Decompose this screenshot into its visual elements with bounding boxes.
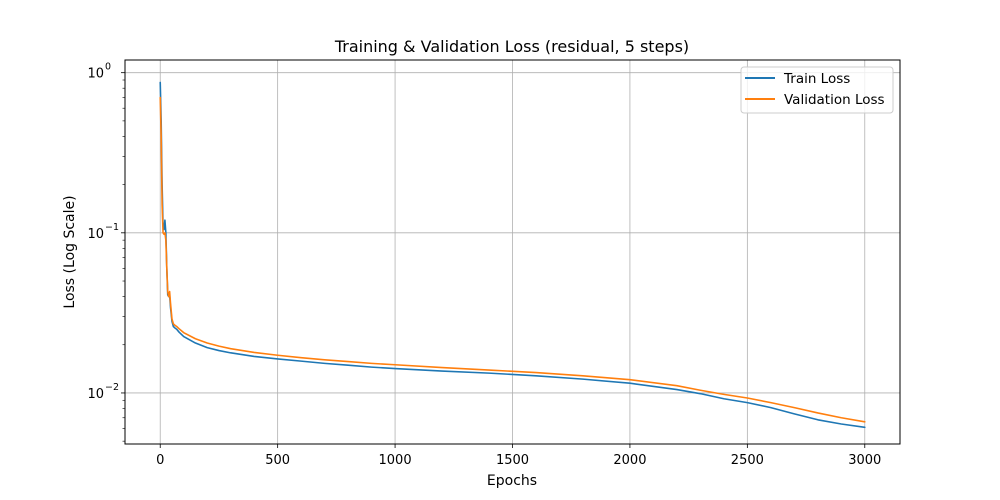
legend-box: [740, 66, 894, 114]
y-tick-exponent: −1: [105, 222, 119, 233]
y-tick-exponent: 0: [105, 62, 111, 73]
x-tick-label: 500: [265, 453, 290, 468]
series-lines: [159, 81, 866, 429]
x-tick-label: 1500: [496, 453, 529, 468]
x-tick-label: 2000: [613, 453, 646, 468]
y-tick-base: 10: [87, 387, 104, 402]
y-axis-label: Loss (Log Scale): [62, 195, 78, 308]
legend-label-validation: Validation Loss: [784, 92, 885, 108]
legend-label-train: Train Loss: [783, 71, 850, 87]
grid-lines: [125, 60, 900, 444]
x-tick-label: 1000: [379, 453, 412, 468]
legend: Train Loss Validation Loss: [740, 66, 894, 114]
y-tick-label: 10 −2: [87, 382, 119, 402]
x-tick-label: 0: [156, 453, 164, 468]
y-tick-label: 10 −1: [87, 222, 119, 242]
chart-title: Training & Validation Loss (residual, 5 …: [334, 37, 689, 56]
y-tick-exponent: −2: [105, 382, 119, 393]
y-tick-base: 10: [87, 67, 104, 82]
y-tick-label: 10 0: [87, 62, 111, 82]
x-tick-label: 3000: [848, 453, 881, 468]
x-tick-label: 2500: [731, 453, 764, 468]
x-axis-ticks: 0 500 1000 1500 2000 2500 3000: [156, 444, 881, 468]
x-axis-label: Epochs: [487, 473, 537, 489]
y-tick-base: 10: [87, 227, 104, 242]
series-line-validation: [159, 96, 866, 423]
